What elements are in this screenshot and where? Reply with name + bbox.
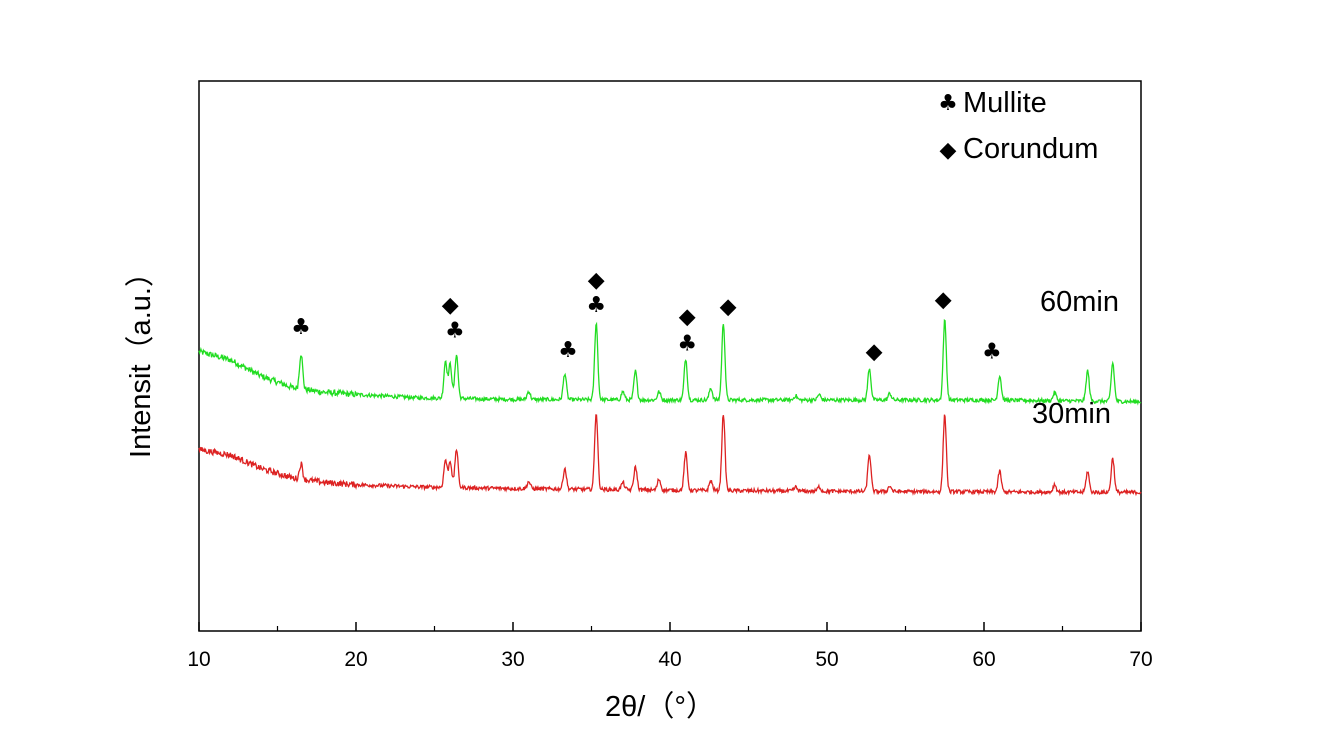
x-tick-label: 60	[972, 648, 995, 671]
series-label-60min: 60min	[1040, 286, 1119, 318]
legend: ♣ Mullite ◆ Corundum	[938, 87, 1098, 165]
x-tick-label: 20	[344, 648, 367, 671]
mullite-peak-marker: ♣	[586, 293, 606, 318]
corundum-peak-marker: ◆	[442, 293, 459, 318]
x-tick-label: 40	[658, 648, 681, 671]
x-tick-label: 70	[1129, 648, 1152, 671]
x-axis-title: 2θ/（°）	[605, 691, 715, 723]
mullite-peak-marker: ♣	[677, 331, 697, 356]
mullite-peak-marker: ♣	[558, 338, 578, 363]
series-layer	[198, 319, 1142, 497]
legend-corundum-symbol: ◆	[940, 138, 957, 163]
x-axis-ticks: 10 20 30 40 50 60 70	[187, 622, 1153, 671]
corundum-peak-marker: ◆	[720, 294, 737, 319]
mullite-peak-marker: ♣	[291, 315, 311, 340]
series-line-30min	[198, 414, 1142, 497]
legend-mullite-symbol: ♣	[938, 91, 958, 116]
corundum-peak-marker: ◆	[935, 287, 952, 312]
x-tick-label: 10	[187, 648, 210, 671]
legend-mullite-label: Mullite	[963, 87, 1047, 119]
mullite-peak-marker: ♣	[445, 319, 465, 344]
corundum-peak-marker: ◆	[866, 340, 883, 365]
corundum-peak-marker: ◆	[588, 268, 605, 293]
y-axis-title: Intensit（a.u.）	[125, 258, 157, 458]
series-label-30min: 30min	[1032, 398, 1111, 430]
x-tick-label: 50	[815, 648, 838, 671]
mullite-peak-marker: ♣	[982, 340, 1002, 365]
x-tick-label: 30	[501, 648, 524, 671]
series-line-60min	[198, 319, 1142, 406]
corundum-peak-marker: ◆	[679, 304, 696, 329]
legend-corundum-label: Corundum	[963, 133, 1098, 165]
peak-annotations: ♣◆♣♣◆♣ ◆♣◆◆◆♣	[291, 268, 1002, 365]
